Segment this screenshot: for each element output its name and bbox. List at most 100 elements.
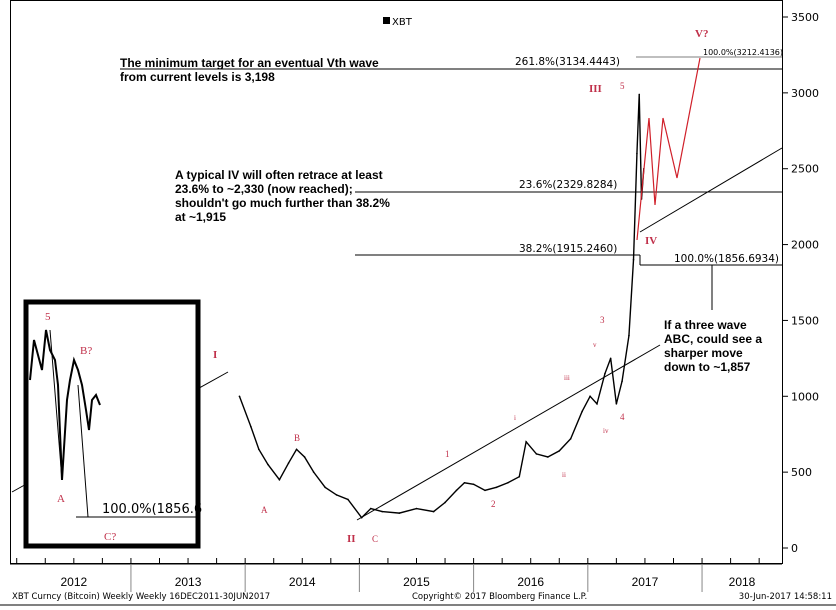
price-point: [596, 403, 598, 405]
fib-label-261: 261.8%(3134.4443): [515, 56, 620, 68]
wave-label-v: v: [593, 341, 597, 349]
inset-wave-A: A: [57, 493, 65, 505]
y-tick-label: 3500: [791, 11, 819, 24]
fib-label-236: 23.6%(2329.8284): [519, 179, 617, 191]
price-point: [581, 410, 583, 413]
trendline-support: [356, 344, 661, 521]
annotation-abc: If a three wave ABC, could see a sharper…: [664, 318, 763, 374]
price-point: [258, 448, 260, 451]
price-point: [455, 489, 458, 492]
x-tick-label: 2015: [403, 575, 430, 589]
price-point: [636, 152, 638, 155]
price-point: [609, 357, 612, 360]
wave-label-I: I: [213, 349, 217, 361]
price-point: [370, 507, 372, 510]
price-point: [589, 395, 591, 398]
price-point: [525, 441, 527, 443]
price-point: [278, 478, 281, 481]
wave-label-1: 1: [445, 449, 450, 459]
x-tick-label: 2014: [289, 575, 316, 589]
wave-label-ii: ii: [562, 471, 566, 479]
y-tick-label: 0: [791, 542, 798, 555]
price-point: [360, 516, 363, 519]
price-point: [472, 483, 475, 486]
wave-label-III: III: [589, 83, 602, 95]
legend-swatch: [383, 17, 390, 24]
wave-label-A: A: [261, 505, 268, 515]
price-point: [295, 448, 298, 451]
price-point: [518, 475, 521, 478]
trendline-upper: [639, 147, 783, 233]
y-tick-label: 2000: [791, 239, 819, 252]
y-axis: 0 500 1000 1500 2000 2500 3000 3500: [782, 11, 819, 555]
footer-timestamp: 30-Jun-2017 14:58:11: [738, 592, 832, 602]
y-tick-label: 2500: [791, 163, 819, 176]
y-tick-label: 1500: [791, 314, 819, 327]
price-point: [415, 507, 418, 510]
price-point: [569, 437, 572, 440]
price-point: [250, 425, 252, 428]
footer-copyright: Copyright© 2017 Bloomberg Finance L.P.: [412, 592, 588, 602]
wave-label-3: 3: [600, 315, 605, 325]
x-tick-label: 2016: [517, 575, 544, 589]
y-tick-label: 3000: [791, 87, 819, 100]
wave-label-4: 4: [620, 412, 625, 422]
price-point: [238, 395, 241, 398]
annotation-target: The minimum target for an eventual Vth w…: [120, 56, 379, 84]
price-point: [287, 462, 290, 464]
price-point: [381, 510, 384, 513]
wave-label-C: C: [372, 534, 378, 544]
footer-security: XBT Curncy (Bitcoin) Weekly Weekly 16DEC…: [12, 592, 271, 602]
inset-fib-label: 100.0%(1856.6: [102, 502, 202, 517]
legend-label: XBT: [392, 17, 413, 28]
y-tick-label: 1000: [791, 390, 819, 403]
price-point: [558, 450, 561, 452]
price-point: [628, 334, 630, 337]
wave-label-5: 5: [620, 81, 625, 91]
price-point: [547, 456, 549, 458]
y-tick-label: 500: [791, 466, 812, 479]
inset-wave-line: [77, 384, 89, 518]
price-point: [303, 456, 306, 458]
x-tick-label: 2018: [729, 575, 756, 589]
wave-label-iv: iv: [603, 427, 609, 435]
x-tick-label: 2017: [632, 575, 659, 589]
fib-label-100-lower: 100.0%(1856.6934): [674, 253, 779, 265]
price-point: [604, 372, 606, 375]
price-point: [335, 494, 338, 496]
wave-label-IV: IV: [645, 235, 657, 247]
inset-wave-5: 5: [45, 311, 51, 323]
price-point: [495, 486, 498, 489]
price-point: [432, 510, 435, 513]
price-point: [267, 463, 269, 466]
x-tick-label: 2013: [175, 575, 202, 589]
fib-label-382: 38.2%(1915.2460): [519, 243, 617, 255]
price-point: [621, 380, 623, 382]
inset-panel: 100.0%(1856.6 5 A B? C?: [23, 299, 202, 549]
inset-wave-C: C?: [104, 531, 116, 543]
wave-label-2: 2: [491, 499, 496, 509]
fib-label-100-upper: 100.0%(3212.4136): [703, 48, 783, 57]
inset-wave-line: [49, 329, 63, 481]
price-point: [638, 93, 641, 96]
price-point: [615, 403, 618, 405]
annotation-retrace: A typical IV will often retrace at least…: [175, 168, 390, 224]
price-point: [535, 453, 538, 455]
price-point: [347, 498, 349, 501]
price-point: [444, 501, 446, 504]
price-point: [463, 481, 466, 484]
wave-label-V: V?: [695, 28, 708, 40]
price-point: [484, 489, 486, 492]
wave-label-II: II: [347, 533, 356, 545]
x-tick-label: 2012: [60, 575, 87, 589]
inset-price-line: [29, 329, 101, 481]
price-point: [507, 481, 509, 484]
wave-label-i: i: [514, 414, 516, 422]
inset-wave-B: B?: [80, 345, 92, 357]
price-point: [312, 471, 315, 473]
wave-label-B: B: [294, 433, 300, 443]
price-point: [632, 258, 635, 261]
price-series-line: [238, 94, 645, 519]
wave-label-iii: iii: [564, 374, 570, 382]
